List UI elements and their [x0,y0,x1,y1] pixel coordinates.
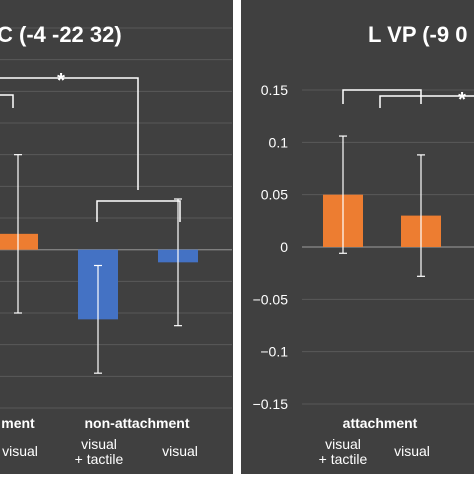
y-tick-label: −0.15 [253,396,289,412]
y-tick-label: 0.15 [261,82,288,98]
panel-divider [233,0,241,474]
right-category-label-visual: visual [394,443,430,459]
y-tick-label: 0.05 [261,187,288,203]
category-label-line: visual [81,436,117,452]
left-significance-label: * [57,70,65,92]
category-label-line: visual [325,436,361,452]
category-label-line: + tactile [75,451,124,467]
left-category-label-visual-2: visual [162,443,198,459]
left-panel-title: C (-4 -22 32) [0,22,122,47]
right-bracket-attachment [342,89,422,104]
y-tick-label: 0 [280,239,288,255]
left-chart-marks [0,154,198,374]
category-label-line: + tactile [319,451,368,467]
right-significance-brackets [342,89,474,108]
left-bracket-attachment [0,94,14,108]
right-bracket-outer [379,95,474,108]
y-tick-label: 0.1 [269,134,289,150]
left-significance-brackets [0,77,181,222]
left-category-label-visual-tactile: visual + tactile [75,436,124,467]
left-category-label-visual-1: visual [2,443,38,459]
right-category-label-visual-tactile: visual + tactile [319,436,368,467]
right-significance-label: * [458,89,466,111]
left-group-label-attachment: ment [1,415,35,431]
right-panel-title: L VP (-9 0 [368,22,467,47]
right-group-label-attachment: attachment [343,415,418,431]
y-tick-label: −0.1 [260,344,288,360]
y-tick-label: −0.05 [253,291,289,307]
right-y-tick-labels: −0.15 −0.1 −0.05 0 0.05 0.1 0.15 [253,82,289,412]
right-chart-marks [323,135,441,277]
left-panel-background [0,0,233,474]
left-gridlines [0,27,232,409]
left-bracket-outer [0,77,139,190]
left-group-label-non-attachment: non-attachment [85,415,190,431]
bar [0,233,38,250]
left-bracket-non-attachment [96,200,181,222]
